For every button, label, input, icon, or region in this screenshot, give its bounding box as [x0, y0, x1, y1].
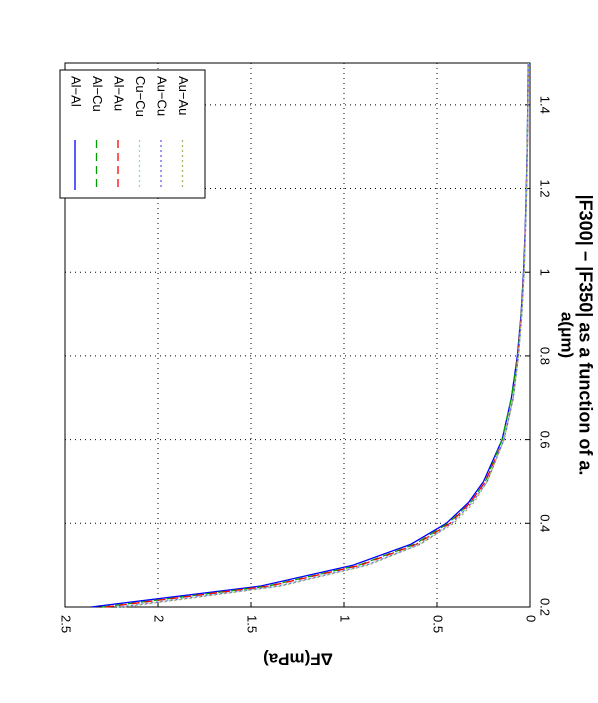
x-tick-label: 0.4 [538, 514, 553, 532]
y-tick-label: 0.5 [431, 615, 446, 633]
legend-label: Al−Cu [90, 76, 105, 112]
series-line [102, 62, 529, 608]
legend-label: Au−Au [176, 76, 191, 115]
series-line [120, 62, 529, 608]
legend-label: Al−Al [69, 76, 84, 107]
y-tick-label: 1 [338, 615, 353, 622]
x-tick-label: 1 [538, 269, 553, 276]
legend-label: Al−Au [112, 76, 127, 111]
x-tick-label: 0.2 [538, 598, 553, 616]
y-tick-label: 0 [524, 615, 539, 622]
y-tick-label: 2.5 [59, 615, 74, 633]
x-tick-label: 0.8 [538, 347, 553, 365]
y-axis-label: ΔF(mPa) [263, 650, 333, 669]
x-tick-label: 0.6 [538, 431, 553, 449]
x-tick-label: 1.4 [538, 96, 553, 114]
legend-box [59, 69, 206, 199]
chart-title: |F300| − |F350| as a function of a. [575, 195, 595, 476]
y-tick-label: 2 [152, 615, 167, 622]
y-tick-label: 1.5 [245, 615, 260, 633]
legend-label: Cu−Cu [133, 76, 148, 117]
legend-label: Au−Cu [155, 76, 170, 116]
x-axis-label: a(μm) [558, 312, 577, 358]
x-tick-label: 1.2 [538, 179, 553, 197]
